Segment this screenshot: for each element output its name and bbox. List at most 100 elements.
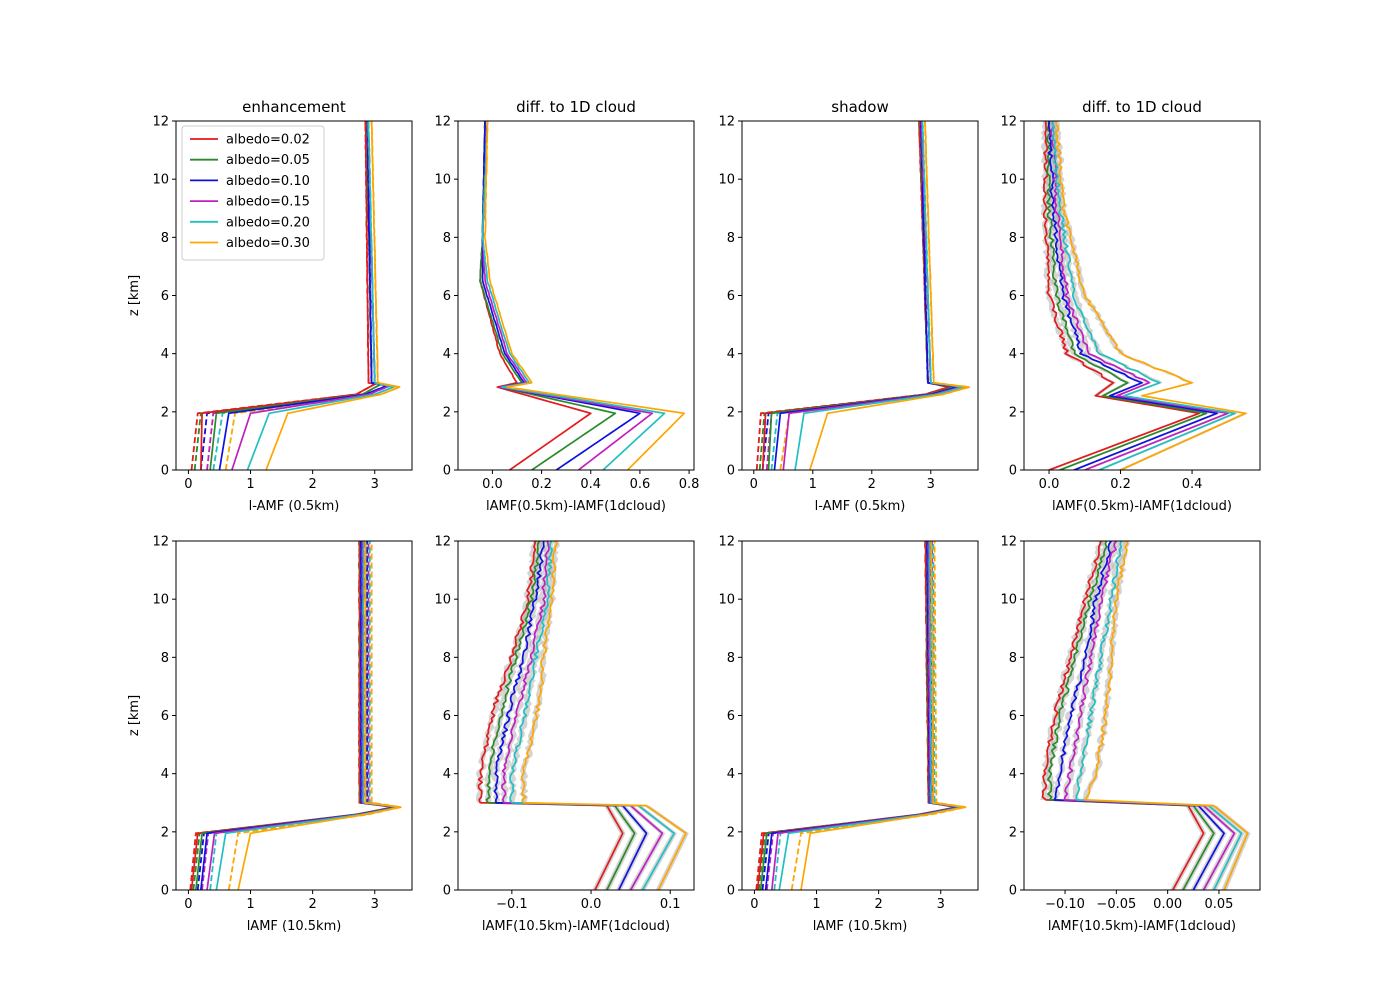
y-tick-label: 10: [152, 593, 169, 608]
y-tick-label: 10: [1000, 173, 1017, 188]
y-tick-label: 2: [161, 825, 169, 840]
uncertainty-band-2: [1045, 541, 1217, 890]
series-dashed-5: [770, 121, 964, 470]
y-tick-label: 0: [443, 884, 451, 899]
legend-label-6: albedo=0.30: [226, 236, 310, 251]
series-line-2: [1046, 121, 1208, 470]
series-dashed-6: [790, 541, 966, 890]
y-axis-label: z [km]: [127, 695, 142, 736]
panel-4: 0.0 0.2 0.4 0 2 4 6 8 10 12 diff. to 1D cloud lAMF(…: [1000, 98, 1261, 514]
y-tick-label: 10: [434, 593, 451, 608]
y-tick-label: 0: [161, 464, 169, 479]
x-tick-label: 3: [371, 897, 379, 912]
y-tick-label: 0: [1009, 464, 1017, 479]
y-tick-label: 6: [1009, 709, 1017, 724]
y-tick-label: 2: [443, 825, 451, 840]
series-line-1: [1042, 121, 1201, 470]
y-tick-label: 6: [161, 709, 169, 724]
y-tick-label: 8: [443, 231, 451, 246]
series-line-6: [800, 541, 967, 890]
x-tick-label: 0: [184, 897, 192, 912]
y-tick-label: 12: [718, 115, 735, 130]
series-line-5: [509, 541, 676, 890]
series-line-5: [246, 121, 395, 470]
y-tick-label: 6: [443, 289, 451, 304]
y-tick-label: 6: [727, 709, 735, 724]
x-tick-label: 0.8: [679, 477, 700, 492]
series-line-3: [218, 121, 389, 470]
y-tick-label: 4: [161, 347, 169, 362]
y-tick-label: 4: [161, 767, 169, 782]
y-tick-label: 2: [727, 405, 735, 420]
x-tick-label: 3: [371, 477, 379, 492]
plot-area: [478, 121, 686, 470]
series-line-1: [1041, 541, 1205, 890]
x-tick-label: −0.10: [1045, 897, 1085, 912]
y-tick-label: 8: [161, 651, 169, 666]
y-tick-label: 0: [727, 884, 735, 899]
plot-area: [190, 121, 403, 470]
plot-area: [755, 121, 971, 470]
panel-8: −0.10 −0.05 0.00 0.05 0 2 4 6 8 10 12 lAMF(10.5km)-…: [1000, 535, 1261, 934]
y-tick-label: 6: [1009, 289, 1017, 304]
uncertainty-band-3: [491, 541, 650, 890]
y-tick-label: 4: [1009, 767, 1017, 782]
y-tick-label: 2: [1009, 825, 1017, 840]
x-tick-label: 1: [246, 477, 254, 492]
x-axis-label: lAMF(10.5km)-lAMF(1dcloud): [1048, 919, 1236, 934]
x-tick-label: 2: [874, 897, 882, 912]
y-tick-label: 12: [1000, 535, 1017, 550]
x-tick-label: 0.6: [630, 477, 651, 492]
series-line-3: [199, 541, 398, 890]
x-tick-label: 0.05: [1204, 897, 1233, 912]
plot-area: [1040, 121, 1249, 470]
series-line-6: [809, 121, 971, 470]
series-line-4: [1063, 541, 1236, 890]
y-tick-label: 12: [718, 535, 735, 550]
series-line-3: [481, 121, 641, 470]
legend-label-1: albedo=0.02: [226, 133, 310, 148]
y-tick-label: 10: [718, 173, 735, 188]
panel-title: enhancement: [242, 98, 346, 116]
panel-title: diff. to 1D cloud: [1082, 98, 1202, 116]
y-tick-label: 2: [727, 825, 735, 840]
uncertainty-band-5: [507, 541, 678, 890]
y-tick-label: 12: [152, 115, 169, 130]
x-tick-label: 1: [246, 897, 254, 912]
x-tick-label: 0.2: [531, 477, 552, 492]
series-line-3: [1053, 541, 1225, 890]
y-tick-label: 12: [1000, 115, 1017, 130]
x-tick-label: 1: [809, 477, 817, 492]
y-axis-label: z [km]: [127, 275, 142, 316]
series-line-5: [1051, 121, 1236, 470]
y-tick-label: 6: [443, 709, 451, 724]
legend-label-3: albedo=0.10: [226, 174, 310, 189]
panel-title: diff. to 1D cloud: [516, 98, 636, 116]
y-tick-label: 8: [161, 231, 169, 246]
x-tick-label: −0.05: [1096, 897, 1136, 912]
x-tick-label: 3: [937, 897, 945, 912]
series-line-5: [215, 541, 401, 890]
legend-label-2: albedo=0.05: [226, 153, 310, 168]
x-axis-label: lAMF (10.5km): [247, 919, 342, 934]
y-tick-label: 12: [152, 535, 169, 550]
y-tick-label: 2: [443, 405, 451, 420]
legend: albedo=0.02 albedo=0.05 albedo=0.10 albedo=…: [181, 125, 325, 261]
series-line-5: [778, 541, 964, 890]
y-tick-label: 10: [1000, 593, 1017, 608]
series-dashed-5: [773, 541, 963, 890]
series-line-6: [237, 541, 402, 890]
y-tick-label: 0: [1009, 884, 1017, 899]
y-tick-label: 4: [1009, 347, 1017, 362]
y-tick-label: 8: [727, 231, 735, 246]
plot-area: [1039, 541, 1251, 890]
x-axis-label: lAMF(0.5km)-lAMF(1dcloud): [486, 499, 666, 514]
y-tick-label: 8: [443, 651, 451, 666]
x-tick-label: 3: [927, 477, 935, 492]
y-tick-label: 10: [718, 593, 735, 608]
series-line-6: [265, 121, 401, 470]
y-tick-label: 10: [152, 173, 169, 188]
x-axis-label: lAMF(10.5km)-lAMF(1dcloud): [482, 919, 670, 934]
series-line-6: [1054, 121, 1247, 470]
